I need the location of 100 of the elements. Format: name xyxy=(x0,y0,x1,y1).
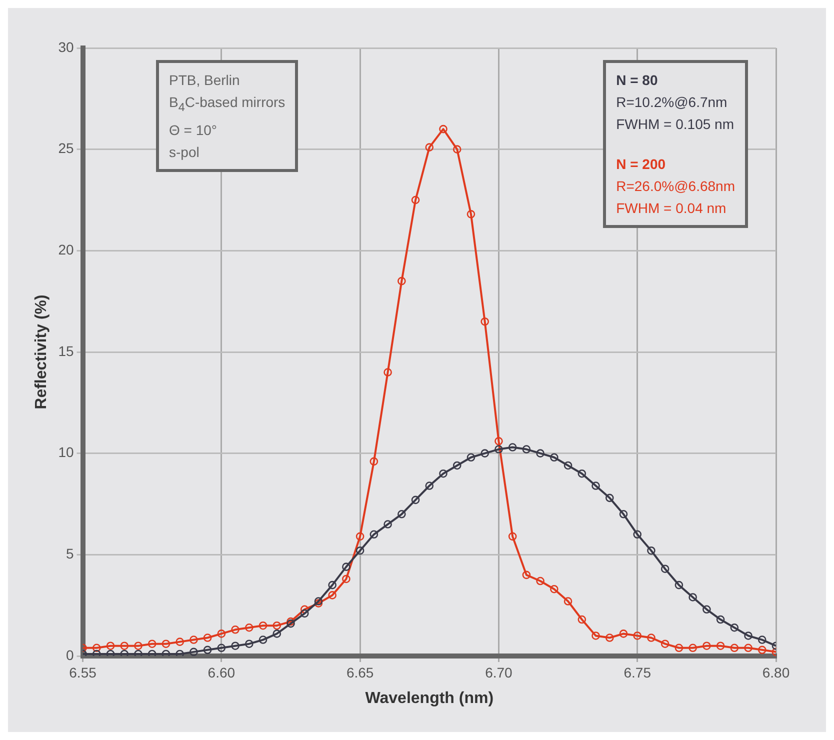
y-tick-label: 25 xyxy=(58,140,74,156)
point xyxy=(190,648,198,656)
point xyxy=(244,640,254,648)
point xyxy=(605,634,614,642)
point xyxy=(688,644,697,652)
point xyxy=(134,650,142,656)
point xyxy=(592,482,600,490)
point xyxy=(425,143,434,152)
point xyxy=(522,570,531,580)
point xyxy=(647,546,656,555)
point xyxy=(217,644,226,652)
point xyxy=(356,546,364,555)
point xyxy=(258,621,268,630)
annotation: PTB, Berlin xyxy=(169,71,241,90)
point xyxy=(328,580,336,590)
point xyxy=(190,636,198,644)
point xyxy=(452,145,462,154)
point xyxy=(647,634,656,642)
point xyxy=(272,621,282,630)
point xyxy=(148,650,156,656)
point xyxy=(730,623,739,632)
annotation: FWHM = 0.04 nm xyxy=(616,199,728,218)
point xyxy=(328,591,336,600)
point xyxy=(730,644,739,652)
point xyxy=(619,510,628,518)
point xyxy=(398,276,406,286)
point xyxy=(272,630,282,638)
y-tick-label: 15 xyxy=(58,342,74,359)
point xyxy=(536,449,544,458)
point xyxy=(758,646,766,654)
point xyxy=(633,632,642,640)
annotation: Θ = 10° xyxy=(169,120,218,140)
point xyxy=(716,615,725,624)
point xyxy=(120,642,129,650)
point xyxy=(508,443,517,452)
point xyxy=(494,437,503,446)
point xyxy=(674,644,684,652)
point xyxy=(258,636,268,644)
y-tick-label: 20 xyxy=(58,242,74,258)
point xyxy=(356,532,364,541)
annotation: R=10.2%@6.7nm xyxy=(616,93,728,112)
point xyxy=(411,196,420,204)
point xyxy=(203,634,212,642)
point xyxy=(244,623,254,632)
point xyxy=(342,574,350,584)
point xyxy=(162,650,170,656)
point xyxy=(398,510,406,518)
annotation: s-pol xyxy=(169,142,200,162)
point xyxy=(605,494,614,502)
point xyxy=(688,593,697,602)
y-tick-label: 30 xyxy=(58,38,74,55)
annotation: R=26.0%@6.68nm xyxy=(616,177,735,196)
point xyxy=(744,644,752,652)
point xyxy=(300,609,309,618)
point xyxy=(633,530,642,539)
point xyxy=(660,640,670,648)
point xyxy=(550,584,558,594)
x-tick-label: 6.65 xyxy=(346,664,374,680)
point xyxy=(148,640,156,648)
x-tick-label: 6.60 xyxy=(208,664,236,680)
y-tick-label: 5 xyxy=(66,546,74,562)
point xyxy=(231,626,240,634)
point xyxy=(466,453,476,462)
point xyxy=(452,461,462,470)
point xyxy=(203,646,212,654)
point xyxy=(425,482,434,490)
point xyxy=(578,469,586,478)
point xyxy=(550,453,558,462)
point xyxy=(231,642,240,650)
point xyxy=(466,210,476,218)
point xyxy=(702,605,711,614)
point xyxy=(120,650,129,656)
point xyxy=(578,615,586,624)
point xyxy=(674,580,684,590)
annotation: B$_{4}$C-based mirrors xyxy=(169,93,286,116)
point xyxy=(439,469,448,478)
text: N = 80 xyxy=(616,71,659,90)
point xyxy=(162,640,170,648)
point xyxy=(494,445,503,454)
point xyxy=(92,650,101,656)
x-tick-label: 6.55 xyxy=(69,664,97,680)
point xyxy=(660,564,670,574)
point xyxy=(176,638,184,646)
point xyxy=(508,532,517,541)
point xyxy=(176,650,184,656)
point xyxy=(536,576,544,586)
point xyxy=(702,642,711,650)
point xyxy=(370,530,378,539)
text: N = 200 xyxy=(616,155,667,174)
x-tick-label: 6.75 xyxy=(624,664,652,680)
point xyxy=(716,642,725,650)
y-axis-title: Reflectivity (%) xyxy=(33,294,50,410)
annotation: FWHM = 0.105 nm xyxy=(616,115,735,134)
x-tick-label: 6.80 xyxy=(762,664,790,680)
point xyxy=(217,630,226,638)
point xyxy=(342,562,350,571)
point xyxy=(370,457,378,466)
point xyxy=(384,368,392,376)
point xyxy=(480,449,489,458)
point xyxy=(619,630,628,638)
